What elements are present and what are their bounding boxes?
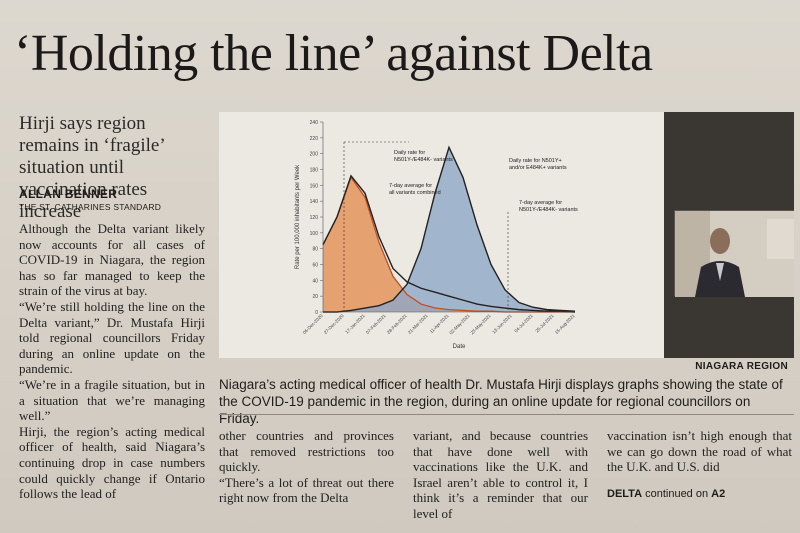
photo-caption: Niagara’s acting medical officer of heal… (219, 377, 783, 426)
jump-line: DELTA continued on A2 (607, 488, 725, 500)
presentation-slide: 0 20 40 60 80 100 120 140 160 180 200 220 240 Rate pe… (219, 112, 664, 358)
body-column-1: Although the Delta variant likely now ac… (19, 221, 205, 502)
y-tick-label: 100 (310, 231, 319, 237)
jump-label: DELTA (607, 488, 643, 500)
y-tick-label: 80 (312, 247, 318, 253)
chart-annotation: Daily rate for N501Y+ (509, 158, 562, 164)
series-line-all-variants (322, 174, 576, 313)
body-column-2: other countries and provinces that remov… (219, 428, 394, 506)
y-tick-label: 60 (312, 263, 318, 269)
body-column-4: vaccination isn’t high enough that we ca… (607, 428, 792, 475)
covid-rate-chart: 0 20 40 60 80 100 120 140 160 180 200 220 240 Rate pe… (219, 112, 664, 358)
y-axis-label: Rate per 100,000 inhabitants per Week (295, 164, 301, 269)
series-area-n501y-plus (323, 147, 575, 312)
series-area-n501y-minus (323, 177, 575, 312)
x-axis-label: Date (453, 344, 466, 350)
jump-text: continued on (645, 488, 709, 500)
y-tick-label: 20 (312, 294, 318, 300)
y-tick-label: 240 (310, 120, 319, 126)
y-tick-label: 220 (310, 136, 319, 142)
webcam-pane (664, 112, 794, 358)
photo-credit: NIAGARA REGION (695, 361, 788, 372)
y-tick-label: 160 (310, 183, 319, 189)
chart-annotation: and/or E484K+ variants (509, 165, 567, 171)
y-tick-label: 200 (310, 152, 319, 158)
paragraph: “We’re still holding the line on the Del… (19, 298, 205, 377)
headline: ‘Holding the line’ against Delta (14, 25, 653, 82)
series-line-n501y-plus (323, 145, 576, 313)
paragraph: Hirji, the region’s acting medical offic… (19, 423, 205, 502)
chart-annotation: 7-day average for (519, 200, 562, 206)
byline-author: ALLAN BENNER (19, 187, 118, 201)
paragraph: “There’s a lot of threat out there right… (219, 474, 394, 506)
paragraph: other countries and provinces that remov… (219, 428, 394, 475)
y-tick-label: 140 (310, 199, 319, 205)
chart-annotation: N501Y-/E484K- variants (394, 157, 453, 163)
y-tick-label: 0 (315, 310, 318, 316)
y-tick-label: 120 (310, 215, 319, 221)
speaker-silhouette (675, 211, 794, 297)
y-tick-label: 180 (310, 168, 319, 174)
chart-annotation: all variants combined (389, 190, 441, 196)
chart-annotation: N501Y-/E484K- variants (519, 207, 578, 213)
article-photo: 0 20 40 60 80 100 120 140 160 180 200 220 240 Rate pe… (219, 112, 794, 358)
jump-page: A2 (711, 488, 726, 500)
deck-subheadline: Hirji says region remains in ‘fragile’ s… (19, 113, 165, 222)
caption-divider (219, 414, 794, 415)
speaker-video (674, 210, 794, 297)
paragraph: Although the Delta variant likely now ac… (19, 221, 205, 299)
paragraph: vaccination isn’t high enough that we ca… (607, 428, 792, 475)
body-column-3: variant, and because countries that have… (413, 428, 588, 522)
chart-annotation: Daily rate for (394, 150, 425, 156)
chart-annotation: 7-day average for (389, 183, 432, 189)
byline-source: THE ST. CATHARINES STANDARD (19, 202, 162, 212)
paragraph: variant, and because countries that have… (413, 428, 588, 521)
y-tick-label: 40 (312, 278, 318, 284)
paragraph: “We’re in a fragile situation, but in a … (19, 376, 205, 424)
